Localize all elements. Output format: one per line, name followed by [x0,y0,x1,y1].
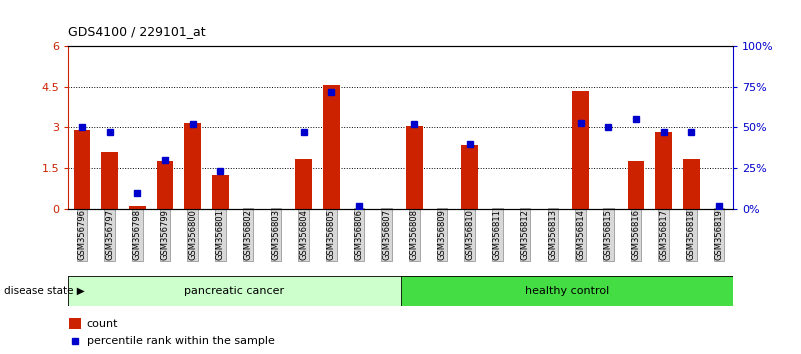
Text: disease state ▶: disease state ▶ [4,286,85,296]
Bar [129,206,146,209]
Bar [400,276,733,306]
Bar [683,159,700,209]
Bar [655,131,672,209]
Bar [157,161,173,209]
Bar [101,152,118,209]
Text: count: count [87,319,119,329]
Text: healthy control: healthy control [525,286,609,296]
Bar [296,159,312,209]
Text: pancreatic cancer: pancreatic cancer [184,286,284,296]
Text: percentile rank within the sample: percentile rank within the sample [87,336,275,346]
Bar [184,124,201,209]
Bar [68,276,400,306]
Bar [74,130,91,209]
Bar [406,126,423,209]
Bar [628,161,644,209]
Bar [323,85,340,209]
Text: GDS4100 / 229101_at: GDS4100 / 229101_at [68,25,206,38]
Bar [572,91,589,209]
Bar [70,318,82,329]
Bar [212,175,229,209]
Bar [461,145,478,209]
